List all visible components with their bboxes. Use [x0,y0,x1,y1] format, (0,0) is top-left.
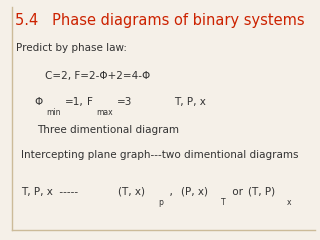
Text: min: min [47,108,61,117]
Text: Intercepting plane graph---two dimentional diagrams: Intercepting plane graph---two dimention… [21,150,298,160]
Text: =1,: =1, [65,97,84,107]
Text: x: x [287,198,292,207]
Text: F: F [87,97,93,107]
Text: T, P, x: T, P, x [174,97,206,107]
Text: C=2, F=2-Φ+2=4-Φ: C=2, F=2-Φ+2=4-Φ [45,71,150,81]
Text: 5.4   Phase diagrams of binary systems: 5.4 Phase diagrams of binary systems [15,13,305,28]
Text: Φ: Φ [35,97,43,107]
Text: T, P, x  -----: T, P, x ----- [21,187,78,197]
Text: Predict by phase law:: Predict by phase law: [16,43,127,53]
Text: T: T [221,198,225,207]
Text: (T, x): (T, x) [118,187,145,197]
Text: Three dimentional diagram: Three dimentional diagram [37,125,179,135]
Text: (P, x): (P, x) [181,187,208,197]
Text: =3: =3 [117,97,132,107]
Text: p: p [158,198,163,207]
Text: (T, P): (T, P) [248,187,275,197]
Text: or: or [229,187,243,197]
Text: max: max [96,108,113,117]
Text: ,: , [163,187,173,197]
